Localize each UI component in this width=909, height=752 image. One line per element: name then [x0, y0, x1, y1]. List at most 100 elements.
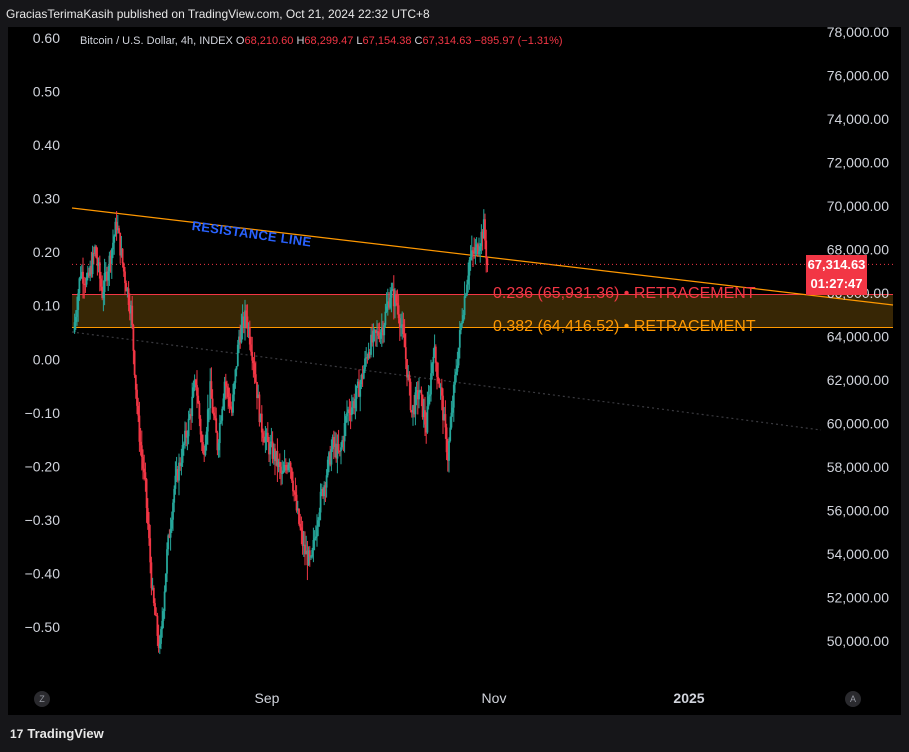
candle-body — [384, 311, 387, 326]
candle-body — [437, 376, 440, 382]
candle-body — [269, 443, 272, 455]
candle-body — [203, 452, 206, 456]
candle-body — [164, 573, 167, 592]
candle-body — [146, 508, 149, 524]
left-axis-tick: 0.20 — [33, 244, 60, 260]
candle-body — [137, 405, 140, 416]
symbol-legend: Bitcoin / U.S. Dollar, 4h, INDEX O68,210… — [80, 35, 563, 47]
candle-body — [484, 219, 486, 241]
candle-body — [224, 381, 227, 387]
candle-body — [254, 374, 257, 383]
candle-body — [182, 443, 185, 446]
candle-body — [181, 445, 184, 463]
candle-body — [197, 395, 200, 404]
candle-body — [193, 379, 196, 388]
candle-body — [409, 381, 412, 411]
footer-bar — [0, 720, 909, 752]
chart-area[interactable]: 78,000.00 76,000.00 74,000.00 72,000.00 70,0… — [8, 27, 901, 715]
candle-body — [319, 491, 322, 513]
candle-body — [194, 379, 197, 386]
left-axis-tick: −0.10 — [25, 405, 61, 421]
tradingview-logo[interactable]: 17 TradingView — [10, 726, 104, 741]
low-value: 67,154.38 — [362, 35, 412, 47]
candle-body — [73, 322, 76, 333]
candle-body — [252, 360, 255, 364]
candle-body — [168, 535, 171, 538]
candle-body — [281, 472, 284, 474]
candle-body — [467, 275, 470, 285]
candle-body — [128, 305, 131, 314]
candle-body — [301, 530, 304, 546]
right-axis-tick: 78,000.00 — [827, 27, 889, 40]
candle-body — [383, 325, 386, 336]
candle-body — [378, 335, 381, 339]
candle-body — [253, 363, 256, 375]
auto-scale-button[interactable]: A — [845, 691, 861, 707]
candle-body — [170, 519, 173, 529]
candle-body — [218, 422, 221, 444]
candle-body — [112, 242, 114, 250]
candle-body — [241, 316, 244, 326]
candle-body — [270, 441, 273, 444]
candle-body — [198, 403, 201, 419]
candle-body — [448, 440, 450, 461]
fib-236-label: 0.236 (65,931.36) • RETRACEMENT — [493, 285, 756, 302]
candle-body — [480, 231, 483, 247]
candle-body — [380, 327, 383, 333]
candle-body — [377, 331, 380, 336]
candle-body — [180, 462, 183, 466]
candle-body — [419, 390, 422, 393]
right-axis-tick: 54,000.00 — [827, 546, 889, 562]
trend-line-dotted — [71, 331, 822, 431]
candle-body — [455, 371, 458, 375]
candle-body — [428, 394, 431, 397]
candle-body — [438, 381, 441, 388]
symbol-title: Bitcoin / U.S. Dollar, 4h, INDEX — [80, 35, 233, 47]
candle-body — [133, 350, 136, 376]
candle-body — [97, 262, 100, 266]
candle-body — [150, 562, 153, 589]
left-axis-tick: 0.00 — [33, 351, 60, 367]
candle-body — [114, 221, 117, 237]
candle-body — [161, 620, 164, 630]
candle-body — [355, 386, 358, 399]
candle-body — [316, 526, 318, 537]
candlestick-chart[interactable]: 78,000.00 76,000.00 74,000.00 72,000.00 70,0… — [8, 27, 901, 715]
candle-body — [403, 334, 406, 348]
candle-body — [452, 384, 455, 408]
candle-body — [344, 416, 347, 424]
candle-body — [373, 330, 376, 332]
candle-body — [260, 413, 263, 433]
candle-body — [134, 375, 137, 390]
candle-body — [216, 432, 219, 451]
candle-body — [175, 469, 178, 476]
candle-body — [322, 489, 324, 497]
candle-body — [229, 406, 232, 408]
right-axis-tick: 64,000.00 — [827, 329, 889, 345]
candle-body — [258, 394, 261, 423]
candle-body — [149, 538, 152, 563]
candle-body — [304, 544, 306, 555]
candle-body — [414, 392, 417, 415]
candle-body — [278, 461, 281, 467]
candle-body — [95, 246, 98, 258]
candle-body — [166, 549, 168, 574]
candle-body — [222, 398, 225, 409]
candle-body — [100, 278, 102, 287]
candle-body — [302, 544, 305, 546]
candle-body — [79, 276, 82, 279]
candle-body — [191, 396, 194, 417]
change-value: −895.97 (−1.31%) — [474, 35, 563, 47]
timezone-button[interactable]: Z — [34, 691, 50, 707]
candle-body — [280, 466, 282, 474]
right-axis-tick: 50,000.00 — [827, 633, 889, 649]
candle-body — [430, 373, 432, 395]
right-axis-tick: 52,000.00 — [827, 590, 889, 606]
candle-body — [474, 247, 477, 254]
candle-body — [167, 535, 170, 550]
candle-body — [424, 410, 426, 425]
candle-body — [185, 430, 188, 438]
candle-body — [223, 381, 226, 399]
candle-body — [290, 468, 293, 481]
left-axis-tick: −0.40 — [25, 565, 61, 581]
